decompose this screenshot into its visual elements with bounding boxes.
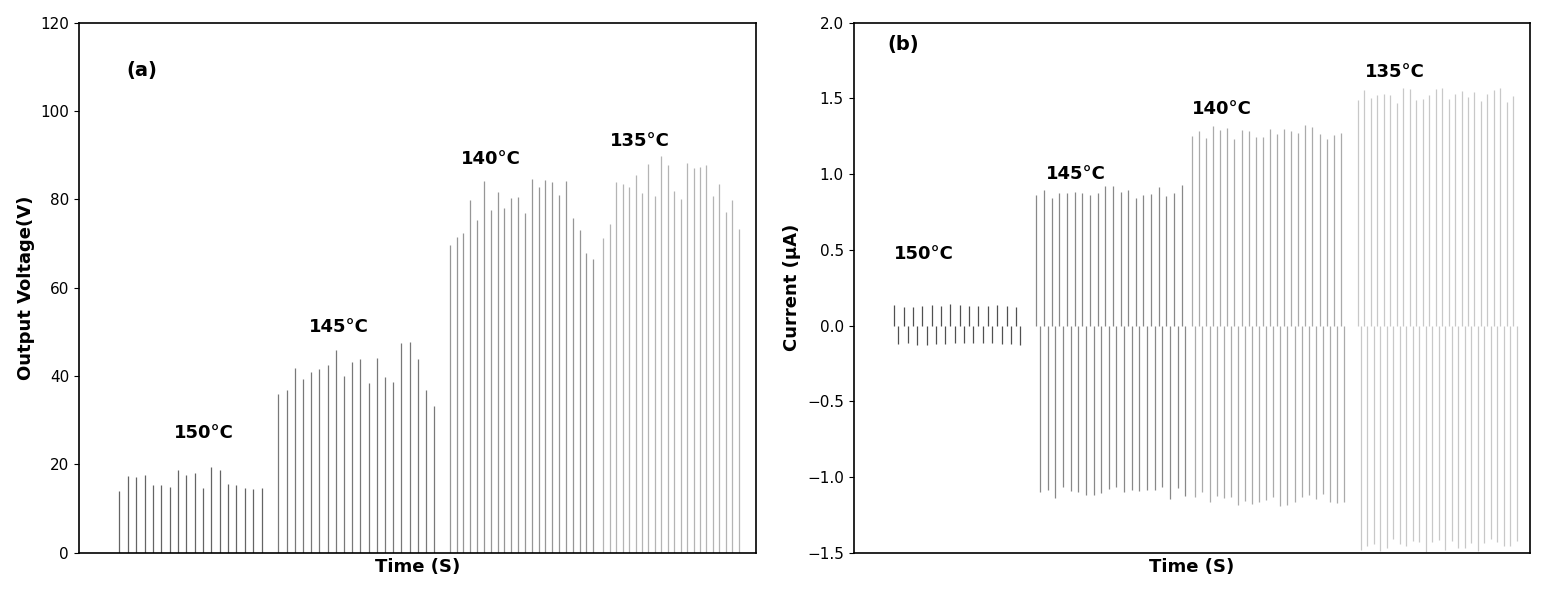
Text: 140°C: 140°C bbox=[1191, 100, 1252, 117]
Text: (a): (a) bbox=[127, 60, 158, 79]
Text: 135°C: 135°C bbox=[610, 132, 670, 151]
Text: 140°C: 140°C bbox=[461, 150, 521, 168]
X-axis label: Time (S): Time (S) bbox=[1149, 559, 1235, 576]
Text: 150°C: 150°C bbox=[894, 245, 954, 263]
Text: (b): (b) bbox=[888, 35, 919, 54]
Text: 150°C: 150°C bbox=[173, 424, 234, 442]
Y-axis label: Current (μA): Current (μA) bbox=[783, 224, 801, 351]
Text: 145°C: 145°C bbox=[309, 318, 368, 336]
Y-axis label: Output Voltage(V): Output Voltage(V) bbox=[17, 196, 34, 380]
X-axis label: Time (S): Time (S) bbox=[374, 559, 459, 576]
Text: 145°C: 145°C bbox=[1046, 165, 1106, 183]
Text: 135°C: 135°C bbox=[1364, 63, 1425, 81]
